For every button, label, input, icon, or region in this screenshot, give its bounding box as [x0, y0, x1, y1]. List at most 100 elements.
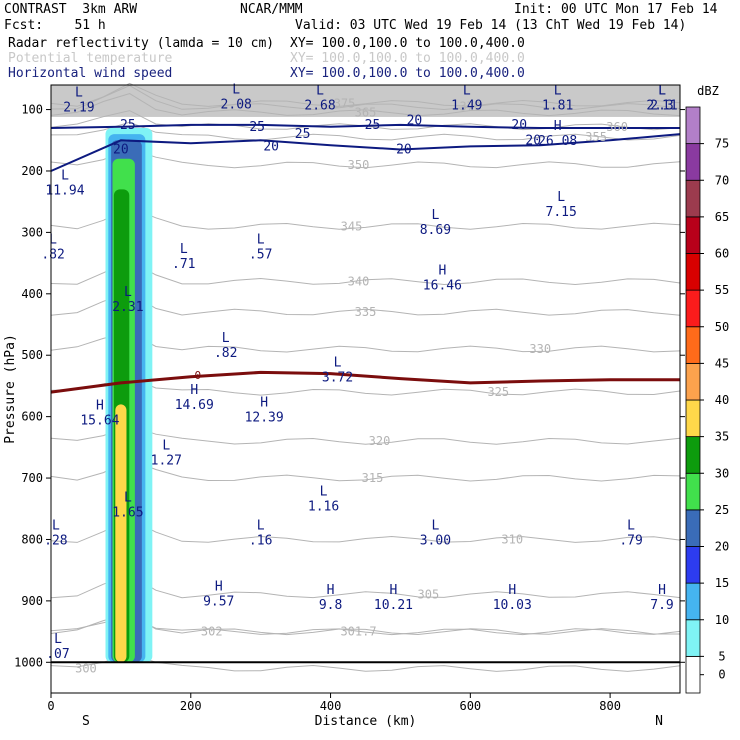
theta-contour-365	[50, 93, 681, 117]
y-tick-label: 400	[21, 287, 43, 301]
colorbar-swatch-70	[685, 143, 701, 181]
extremum-value: 10.03	[493, 598, 532, 613]
colorbar-label: 20	[715, 540, 729, 554]
extremum-value: 9.57	[203, 595, 234, 610]
field-xy-wind: XY= 100.0,100.0 to 100.0,400.0	[290, 66, 525, 81]
extremum-value: .57	[249, 248, 272, 263]
valid-time: Valid: 03 UTC Wed 19 Feb 14 (13 ChT Wed …	[295, 18, 687, 33]
extremum-value: 2.19	[63, 100, 94, 115]
extremum-type: L	[463, 84, 471, 99]
wind-label: 20	[396, 142, 412, 157]
extremum-type: L	[75, 85, 83, 100]
extremum-value: 1.16	[308, 500, 339, 515]
extremum-type: L	[431, 518, 439, 533]
extremum-type: L	[124, 285, 132, 300]
extremum-value: .82	[41, 248, 64, 263]
extremum-value: 2.68	[304, 99, 335, 114]
extremum-type: H	[96, 399, 104, 414]
extremum-value: 11.94	[45, 183, 84, 198]
x-tick-label: 800	[599, 699, 621, 713]
extremum-value: 7.9	[650, 598, 673, 613]
colorbar-swatch-25	[685, 472, 701, 511]
colorbar-swatch-60	[685, 216, 701, 254]
extremum-type: L	[257, 233, 265, 248]
extremum-type: H	[390, 583, 398, 598]
y-tick-label: 500	[21, 348, 43, 362]
colorbar-label: 35	[715, 430, 729, 444]
extremum-type: L	[180, 242, 188, 257]
organization: NCAR/MMM	[240, 2, 303, 17]
extremum-value: .16	[249, 533, 272, 548]
colorbar-swatch-35	[685, 399, 701, 438]
theta-label: 301.7	[340, 625, 376, 639]
extremum-type: L	[658, 84, 666, 99]
extremum-type: L	[61, 168, 69, 183]
theta-contour-325	[50, 376, 681, 396]
colorbar-label: 50	[715, 320, 729, 334]
theta-contour-301.7	[50, 615, 681, 636]
theta-label: 375	[334, 96, 356, 110]
wind-label: 25	[249, 120, 265, 135]
wind-contour-20	[50, 133, 681, 172]
x-axis-label: Distance (km)	[315, 714, 417, 729]
extremum-type: L	[627, 518, 635, 533]
x-tick-label: 0	[47, 699, 54, 713]
theta-label: 302	[201, 625, 223, 639]
wind-contour-25	[50, 123, 680, 129]
theta-label: 310	[501, 532, 523, 546]
extremum-type: H	[190, 383, 198, 398]
field-xy-theta: XY= 100.0,100.0 to 100.0,400.0	[290, 51, 525, 66]
extremum-value: .71	[172, 257, 195, 272]
field-xy-reflectivity: XY= 100.0,100.0 to 100.0,400.0	[290, 36, 525, 51]
colorbar-label: 70	[715, 173, 729, 187]
end-label-north: N	[655, 714, 663, 729]
field-name-wind: Horizontal wind speed	[8, 66, 173, 81]
colorbar-swatch-30	[685, 436, 701, 474]
colorbar-unit: dBZ	[697, 84, 719, 98]
wind-label: 20	[407, 114, 423, 129]
init-time: Init: 00 UTC Mon 17 Feb 14	[514, 2, 718, 17]
extremum-type: L	[334, 356, 342, 371]
theta-label: 345	[341, 219, 363, 233]
colorbar-label: 55	[715, 283, 729, 297]
x-tick-label: 400	[320, 699, 342, 713]
colorbar-swatch-5	[685, 619, 701, 657]
field-name-theta: Potential temperature	[8, 51, 173, 66]
extremum-value: 9.8	[319, 598, 342, 613]
extremum-value: 2.3	[650, 99, 673, 114]
theta-label: 365	[355, 106, 377, 120]
extremum-value: 2.11	[646, 99, 677, 114]
extremum-value: 2.08	[221, 97, 252, 112]
colorbar-swatch-40	[685, 362, 701, 401]
theta-label: 350	[348, 158, 370, 172]
theta-contour-335	[50, 291, 681, 316]
extremum-value: 3.72	[322, 371, 353, 386]
extremum-type: H	[215, 580, 223, 595]
extremum-type: L	[554, 84, 562, 99]
theta-label: 360	[606, 120, 628, 134]
colorbar-label: 45	[715, 356, 729, 370]
colorbar-label: 10	[715, 613, 729, 627]
plot-frame	[50, 84, 681, 694]
freezing-level-label: 0	[194, 369, 201, 382]
y-tick-label: 800	[21, 532, 43, 546]
reflectivity-band-35dbz	[115, 404, 127, 663]
extremum-value: .82	[214, 346, 237, 361]
theta-contour-340	[50, 260, 681, 286]
extremum-type: L	[49, 233, 57, 248]
extremum-type: H	[554, 119, 562, 134]
extremum-value: 15.64	[80, 414, 119, 429]
extremum-type: L	[54, 632, 62, 647]
theta-label: 305	[418, 588, 440, 602]
extremum-type: L	[162, 438, 170, 453]
theta-label: 370	[459, 99, 481, 113]
extremum-value: 1.27	[151, 453, 182, 468]
extremum-type: L	[431, 208, 439, 223]
colorbar-label: 15	[715, 576, 729, 590]
wind-label: 25	[365, 118, 381, 133]
extremum-type: L	[316, 84, 324, 99]
extremum-value: 7.15	[546, 205, 577, 220]
extremum-type: H	[658, 583, 666, 598]
